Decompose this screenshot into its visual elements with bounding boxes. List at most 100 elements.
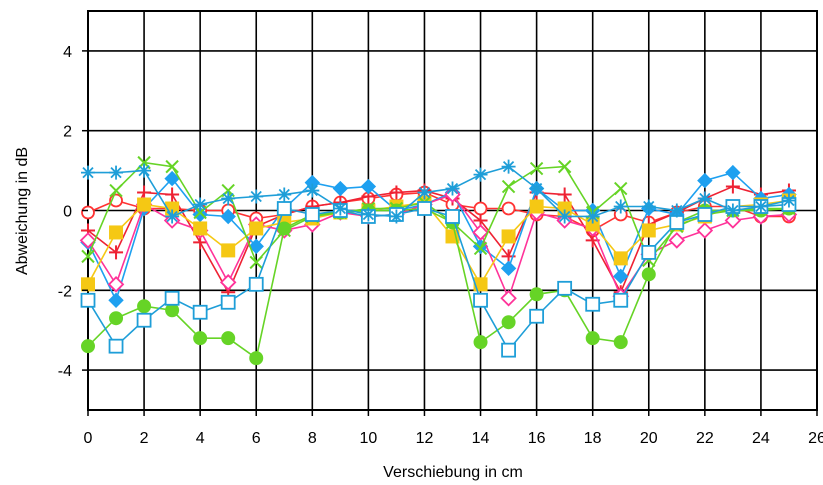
data-point-asterisk [109, 166, 123, 180]
y-tick-label: -2 [58, 283, 72, 300]
data-point-circle-open [503, 203, 515, 215]
x-tick-label: 14 [472, 430, 490, 447]
x-tick-label: 26 [808, 430, 823, 447]
data-point-square-open [82, 294, 95, 307]
data-point-square-open [670, 216, 683, 229]
data-point-circle-filled [642, 268, 655, 281]
x-tick-label: 0 [84, 430, 93, 447]
x-tick-label: 8 [308, 430, 317, 447]
data-point-asterisk [754, 200, 768, 214]
series-line [88, 173, 789, 301]
data-point-diamond-open [698, 223, 712, 237]
data-point-square-filled [82, 278, 95, 291]
y-tick-label: -4 [58, 363, 72, 380]
data-point-square-open [502, 344, 515, 357]
data-point-asterisk [221, 192, 235, 206]
data-point-diamond-open [502, 291, 516, 305]
data-point-circle-open [475, 203, 487, 215]
data-point-circle-open [82, 206, 94, 218]
data-point-square-open [222, 296, 235, 309]
data-point-square-open [446, 210, 459, 223]
data-point-asterisk [670, 204, 684, 218]
x-tick-label: 6 [252, 430, 261, 447]
x-tick-label: 16 [528, 430, 546, 447]
data-point-circle-filled [82, 340, 95, 353]
data-point-diamond-open [670, 233, 684, 247]
data-point-square-open [110, 340, 123, 353]
data-point-asterisk [446, 182, 460, 196]
data-point-circle-filled [614, 336, 627, 349]
data-point-square-open [250, 278, 263, 291]
x-tick-label: 22 [696, 430, 714, 447]
x-tick-label: 20 [640, 430, 658, 447]
data-point-square-filled [502, 230, 515, 243]
data-point-asterisk [698, 192, 712, 206]
data-point-diamond-filled [474, 239, 488, 253]
data-point-square-open [530, 310, 543, 323]
data-point-square-filled [614, 252, 627, 265]
y-tick-label: 2 [63, 124, 72, 141]
y-tick-label: 4 [63, 44, 72, 61]
data-point-x [615, 183, 627, 195]
data-point-circle-filled [110, 312, 123, 325]
data-point-diamond-filled [109, 293, 123, 307]
data-point-circle-filled [222, 332, 235, 345]
data-point-asterisk [165, 209, 179, 223]
data-point-diamond-filled [502, 261, 516, 275]
data-point-circle-filled [474, 336, 487, 349]
data-point-plus [165, 188, 179, 202]
data-point-circle-filled [194, 332, 207, 345]
data-point-asterisk [502, 160, 516, 174]
data-point-plus [726, 180, 740, 194]
data-point-circle-filled [138, 300, 151, 313]
x-tick-label: 18 [584, 430, 602, 447]
data-point-asterisk [558, 209, 572, 223]
data-point-asterisk [474, 168, 488, 182]
x-tick-label: 24 [752, 430, 770, 447]
data-point-square-open [474, 294, 487, 307]
x-tick-label: 12 [416, 430, 434, 447]
data-point-diamond-filled [333, 182, 347, 196]
x-tick-label: 4 [196, 430, 205, 447]
y-axis-title: Abweichung in dB [14, 147, 31, 275]
data-point-asterisk [333, 202, 347, 216]
x-axis-title: Verschiebung in cm [383, 464, 523, 481]
data-point-asterisk [305, 184, 319, 198]
data-point-square-open [642, 246, 655, 259]
data-point-square-open [698, 208, 711, 221]
data-point-asterisk [530, 182, 544, 196]
data-point-square-open [418, 202, 431, 215]
data-point-square-open [278, 202, 291, 215]
data-point-square-open [558, 282, 571, 295]
data-point-asterisk [81, 166, 95, 180]
data-point-square-filled [110, 226, 123, 239]
series-5 [82, 194, 796, 291]
data-point-asterisk [389, 209, 403, 223]
data-point-circle-filled [530, 288, 543, 301]
y-tick-label: 0 [63, 204, 72, 221]
data-point-asterisk [782, 194, 796, 208]
data-point-square-filled [250, 222, 263, 235]
data-point-asterisk [614, 200, 628, 214]
data-point-circle-filled [250, 352, 263, 365]
data-point-square-open [138, 314, 151, 327]
data-point-square-filled [530, 200, 543, 213]
series-2 [81, 180, 796, 300]
data-point-square-filled [194, 222, 207, 235]
data-point-asterisk [361, 207, 375, 221]
data-point-square-open [194, 306, 207, 319]
data-point-circle-filled [502, 316, 515, 329]
x-tick-label: 2 [140, 430, 149, 447]
data-point-plus [558, 188, 572, 202]
data-point-x [503, 181, 515, 193]
data-point-asterisk [586, 209, 600, 223]
data-point-circle-filled [586, 332, 599, 345]
data-point-asterisk [277, 188, 291, 202]
data-point-asterisk [726, 204, 740, 218]
data-point-asterisk [193, 198, 207, 212]
data-point-square-open [306, 208, 319, 221]
data-point-asterisk [642, 200, 656, 214]
data-point-square-filled [138, 198, 151, 211]
